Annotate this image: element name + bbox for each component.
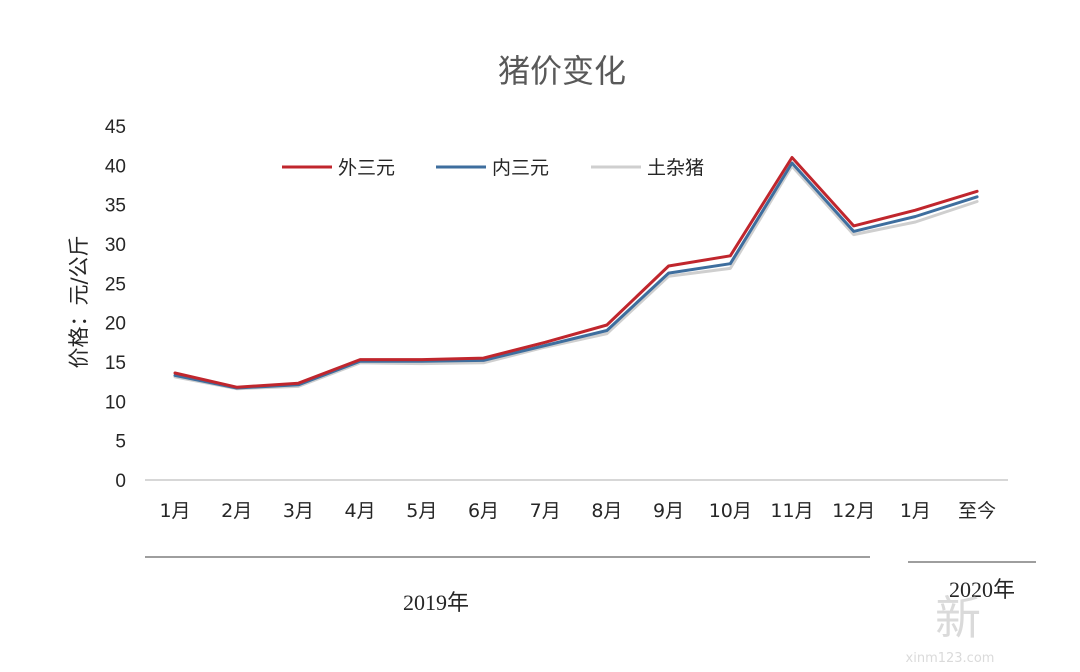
- y-tick-label: 5: [115, 432, 126, 453]
- x-category-label: 2月: [221, 500, 252, 522]
- y-axis-ticks: 0 5 10 15 20 25 30 35 40 45: [105, 117, 126, 492]
- x-category-label: 1月: [159, 500, 190, 522]
- x-category-label: 7月: [530, 500, 561, 522]
- y-tick-label: 0: [115, 471, 126, 492]
- series-line: [173, 164, 979, 391]
- y-tick-label: 25: [105, 274, 126, 295]
- series-line: [173, 156, 979, 389]
- year-group-label: 2020年: [949, 577, 1015, 602]
- y-tick-label: 30: [105, 235, 126, 256]
- y-tick-label: 45: [105, 117, 126, 138]
- chart-title: 猪价变化: [498, 52, 626, 90]
- legend-label: 土杂猪: [647, 157, 704, 179]
- legend-label: 外三元: [338, 157, 395, 179]
- year-group-label: 2019年: [403, 590, 469, 615]
- x-category-label: 11月: [770, 500, 813, 522]
- x-category-label: 5月: [406, 500, 437, 522]
- x-category-label: 9月: [653, 500, 684, 522]
- y-tick-label: 15: [105, 353, 126, 374]
- y-tick-label: 10: [105, 392, 126, 413]
- y-tick-label: 20: [105, 314, 126, 335]
- year-groups: 2019年 2020年: [145, 556, 1036, 615]
- x-category-label: 10月: [709, 500, 752, 522]
- watermark-logo: 新 xinm123.com: [906, 591, 995, 666]
- x-category-label: 1月: [900, 500, 931, 522]
- y-tick-label: 35: [105, 196, 126, 217]
- x-category-label: 12月: [832, 500, 875, 522]
- y-axis-title: 价格：元/公斤: [67, 235, 91, 368]
- x-category-label: 4月: [345, 500, 376, 522]
- series-lines: [173, 156, 979, 391]
- x-category-label: 3月: [283, 500, 314, 522]
- legend-label: 内三元: [492, 157, 549, 179]
- watermark-text: xinm123.com: [906, 651, 995, 666]
- x-category-label: 6月: [468, 500, 499, 522]
- x-category-label: 至今: [958, 500, 996, 522]
- legend: 外三元 内三元 土杂猪: [282, 157, 704, 179]
- watermark-glyphs: 新: [935, 591, 981, 645]
- series-line: [173, 161, 979, 390]
- x-axis-categories: 1月 2月 3月 4月 5月 6月 7月 8月 9月 10月 11月 12月 1月 至今: [159, 500, 996, 522]
- x-category-label: 8月: [591, 500, 622, 522]
- y-tick-label: 40: [105, 156, 126, 177]
